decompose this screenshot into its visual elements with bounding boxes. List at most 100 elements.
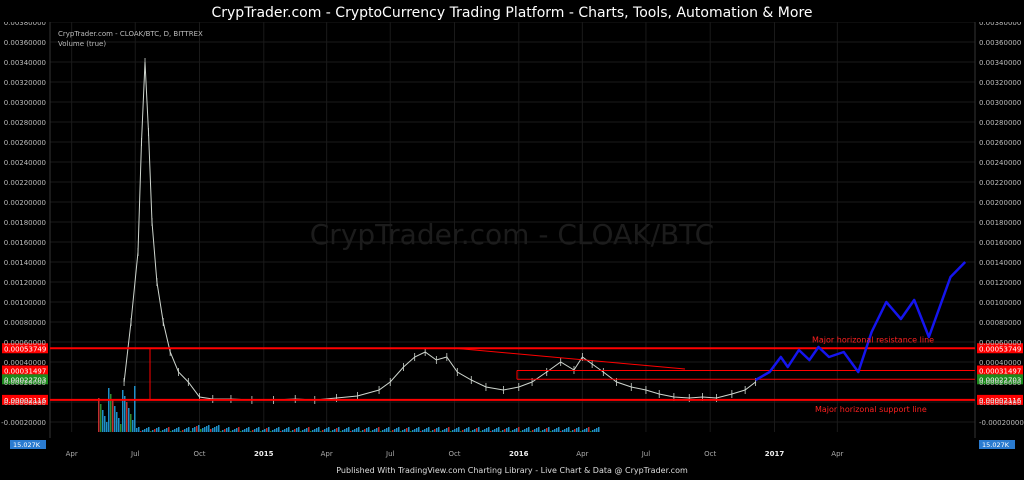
volume-bar bbox=[500, 431, 502, 432]
volume-bar bbox=[200, 429, 202, 432]
volume-bar bbox=[498, 427, 500, 432]
volume-bar bbox=[130, 414, 132, 432]
volume-bar bbox=[370, 431, 372, 432]
volume-bar bbox=[180, 431, 182, 432]
volume-bar bbox=[582, 430, 584, 432]
volume-bar bbox=[508, 427, 510, 432]
y-tick-label: 0.00340000 bbox=[979, 59, 1021, 67]
volume-bar bbox=[468, 427, 470, 432]
y-tick-label: 0.00100000 bbox=[979, 299, 1021, 307]
volume-bar bbox=[206, 426, 208, 432]
volume-bar bbox=[120, 424, 122, 432]
volume-bar bbox=[312, 430, 314, 432]
volume-bar bbox=[444, 429, 446, 432]
y-tick-label: 0.00000000 bbox=[979, 399, 1021, 407]
volume-bar bbox=[216, 426, 218, 432]
volume-bar bbox=[100, 404, 102, 432]
volume-bar bbox=[368, 427, 370, 432]
volume-bar bbox=[234, 429, 236, 432]
volume-bar bbox=[434, 429, 436, 432]
x-tick-label: 2015 bbox=[254, 450, 274, 458]
volume-bar bbox=[240, 431, 242, 432]
volume-bar bbox=[316, 428, 318, 432]
price-level-label: 0.00031497 bbox=[4, 368, 46, 376]
x-tick-label: Jul bbox=[130, 450, 140, 458]
price-level-badge bbox=[977, 343, 1023, 354]
y-tick-label: 0.00000000 bbox=[4, 399, 46, 407]
volume-bar bbox=[178, 427, 180, 432]
volume-bar bbox=[452, 430, 454, 432]
y-tick-label: 0.00240000 bbox=[4, 159, 46, 167]
price-chart[interactable]: CrypTrader.com - CLOAK/BTC 0.00053749 0.0… bbox=[0, 22, 1024, 460]
price-level-badge bbox=[977, 365, 1023, 376]
volume-bar bbox=[558, 427, 560, 432]
volume-bar bbox=[432, 430, 434, 432]
price-level-label: 0.00002116 bbox=[4, 397, 47, 405]
volume-bar bbox=[544, 429, 546, 432]
volume-bar bbox=[528, 427, 530, 432]
y-tick-label: 0.00120000 bbox=[979, 279, 1021, 287]
volume-bar bbox=[438, 427, 440, 432]
y-tick-label: 0.00060000 bbox=[4, 339, 46, 347]
volume-bar bbox=[146, 428, 148, 432]
x-tick-label: Apr bbox=[321, 450, 333, 458]
volume-bar bbox=[238, 427, 240, 432]
volume-bar bbox=[202, 428, 204, 432]
support-annotation: Major horizonal support line bbox=[815, 405, 927, 414]
volume-bar bbox=[386, 428, 388, 432]
volume-bar bbox=[536, 428, 538, 432]
volume-bar bbox=[568, 427, 570, 432]
volume-bar bbox=[158, 427, 160, 432]
volume-bar bbox=[254, 429, 256, 432]
y-tick-label: 0.00180000 bbox=[979, 219, 1021, 227]
volume-bar bbox=[532, 430, 534, 432]
volume-bar bbox=[232, 430, 234, 432]
volume-bar bbox=[424, 429, 426, 432]
volume-bar bbox=[156, 428, 158, 432]
x-tick-label: 2016 bbox=[509, 450, 529, 458]
volume-bar bbox=[276, 428, 278, 432]
volume-bar bbox=[578, 427, 580, 432]
volume-bar bbox=[296, 428, 298, 432]
price-level-label: 0.00053749 bbox=[979, 345, 1021, 353]
volume-bar bbox=[482, 430, 484, 432]
volume-bar bbox=[144, 429, 146, 432]
volume-legend: Volume (true) bbox=[58, 40, 107, 48]
volume-bar bbox=[598, 427, 600, 432]
price-series bbox=[123, 58, 757, 404]
volume-bar bbox=[260, 431, 262, 432]
volume-bar bbox=[314, 429, 316, 432]
x-tick-label: Jul bbox=[385, 450, 395, 458]
y-tick-label: 0.00220000 bbox=[979, 179, 1021, 187]
volume-bar bbox=[318, 427, 320, 432]
volume-bar bbox=[412, 430, 414, 432]
volume-bar bbox=[224, 429, 226, 432]
volume-bar bbox=[138, 427, 140, 432]
volume-bar bbox=[330, 431, 332, 432]
volume-bar bbox=[454, 429, 456, 432]
volume-bar bbox=[170, 431, 172, 432]
volume-bar bbox=[162, 430, 164, 432]
volume-bar bbox=[350, 431, 352, 432]
volume-bar bbox=[220, 431, 222, 432]
volume-bar bbox=[428, 427, 430, 432]
volume-bar bbox=[512, 430, 514, 432]
y-tick-label: 0.00140000 bbox=[4, 259, 46, 267]
volume-bar bbox=[436, 428, 438, 432]
y-tick-label: 0.00160000 bbox=[979, 239, 1021, 247]
volume-bar bbox=[192, 428, 194, 432]
volume-bar bbox=[106, 422, 108, 432]
volume-bar bbox=[132, 420, 134, 432]
volume-bar bbox=[580, 431, 582, 432]
volume-bar bbox=[506, 428, 508, 432]
volume-bar bbox=[122, 390, 124, 432]
volume-bar bbox=[384, 429, 386, 432]
y-tick-label: 0.00360000 bbox=[4, 39, 46, 47]
volume-bar bbox=[570, 431, 572, 432]
volume-bar bbox=[422, 430, 424, 432]
price-level-badge bbox=[2, 374, 48, 385]
volume-bar bbox=[262, 430, 264, 432]
volume-bar bbox=[376, 428, 378, 432]
volume-bar bbox=[246, 428, 248, 432]
volume-bar bbox=[426, 428, 428, 432]
